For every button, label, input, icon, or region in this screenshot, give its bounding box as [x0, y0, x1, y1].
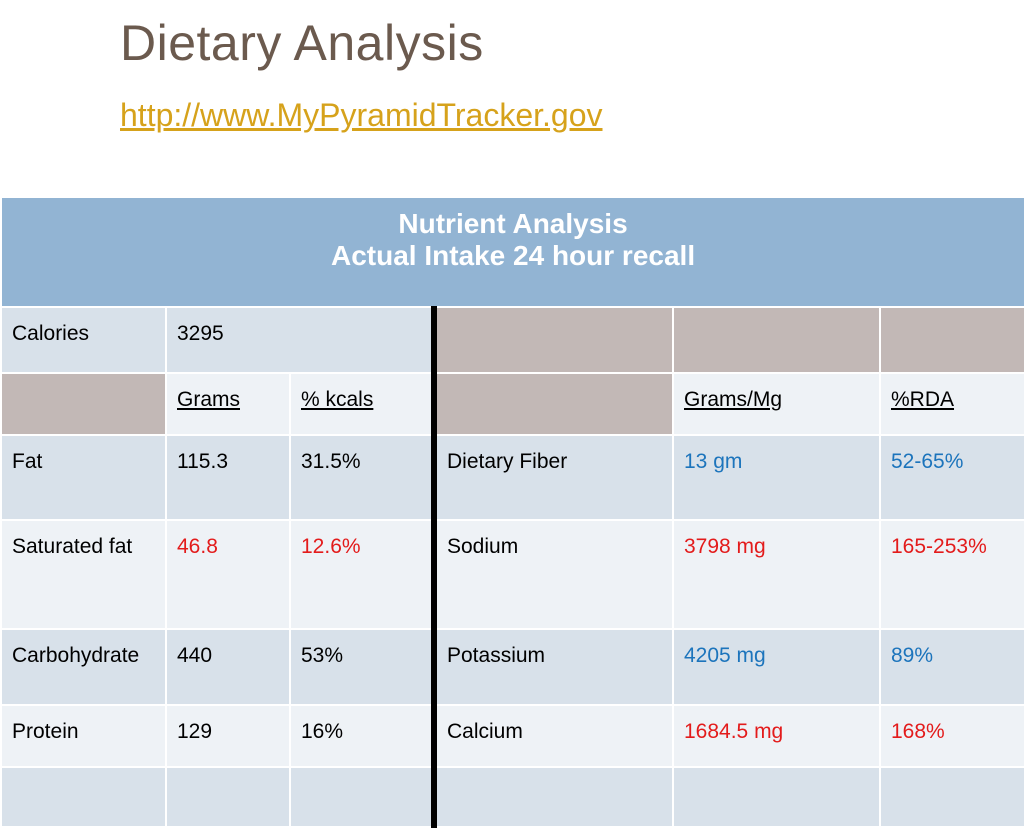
mineral-name: Sodium	[431, 519, 674, 630]
column-header-row: Grams % kcals Grams/Mg %RDA	[0, 372, 1024, 436]
nutrient-name: Protein	[0, 704, 167, 768]
empty-cell	[878, 306, 1024, 374]
empty-cell	[431, 306, 674, 374]
nutrient-name: Saturated fat	[0, 519, 167, 630]
slide-title: Dietary Analysis	[120, 15, 484, 71]
mineral-amount: 4205 mg	[672, 628, 881, 706]
empty-cell	[672, 306, 881, 374]
empty-cell	[431, 766, 674, 828]
table-row: Saturated fat 46.8 12.6% Sodium 3798 mg …	[0, 519, 1024, 630]
table-title: Nutrient Analysis	[398, 208, 628, 239]
nutrient-kcals: 16%	[289, 704, 435, 768]
col-header-kcals: % kcals	[289, 372, 435, 436]
table-header: Nutrient Analysis Actual Intake 24 hour …	[0, 196, 1024, 308]
mineral-rda: 165-253%	[878, 519, 1024, 630]
table-row-partial	[0, 766, 1024, 828]
calories-value: 3295	[165, 306, 435, 374]
nutrient-grams: 440	[165, 628, 291, 706]
mineral-name: Dietary Fiber	[431, 434, 674, 521]
col-header-grams-mg: Grams/Mg	[672, 372, 881, 436]
empty-cell	[0, 372, 167, 436]
col-header-grams: Grams	[165, 372, 291, 436]
nutrient-grams: 129	[165, 704, 291, 768]
empty-cell	[0, 766, 167, 828]
nutrient-kcals: 53%	[289, 628, 435, 706]
col-header-rda: %RDA	[878, 372, 1024, 436]
mineral-rda: 52-65%	[878, 434, 1024, 521]
empty-cell	[165, 766, 291, 828]
empty-cell	[289, 766, 435, 828]
table-header-row: Nutrient Analysis Actual Intake 24 hour …	[0, 196, 1024, 308]
table-row: Carbohydrate 440 53% Potassium 4205 mg 8…	[0, 628, 1024, 706]
calories-label: Calories	[0, 306, 167, 374]
empty-cell	[431, 372, 674, 436]
mineral-rda: 168%	[878, 704, 1024, 768]
table-row: Protein 129 16% Calcium 1684.5 mg 168%	[0, 704, 1024, 768]
tracker-link[interactable]: http://www.MyPyramidTracker.gov	[120, 97, 603, 133]
table-row: Fat 115.3 31.5% Dietary Fiber 13 gm 52-6…	[0, 434, 1024, 521]
mineral-name: Calcium	[431, 704, 674, 768]
nutrient-analysis-table: Nutrient Analysis Actual Intake 24 hour …	[0, 196, 1024, 828]
mineral-rda: 89%	[878, 628, 1024, 706]
mineral-name: Potassium	[431, 628, 674, 706]
table-subtitle: Actual Intake 24 hour recall	[330, 240, 696, 271]
empty-cell	[878, 766, 1024, 828]
calories-row: Calories 3295	[0, 306, 1024, 374]
nutrient-name: Fat	[0, 434, 167, 521]
nutrient-grams: 46.8	[165, 519, 291, 630]
nutrient-kcals: 12.6%	[289, 519, 435, 630]
nutrient-grams: 115.3	[165, 434, 291, 521]
empty-cell	[672, 766, 881, 828]
mineral-amount: 3798 mg	[672, 519, 881, 630]
mineral-amount: 13 gm	[672, 434, 881, 521]
nutrient-name: Carbohydrate	[0, 628, 167, 706]
mineral-amount: 1684.5 mg	[672, 704, 881, 768]
nutrient-kcals: 31.5%	[289, 434, 435, 521]
